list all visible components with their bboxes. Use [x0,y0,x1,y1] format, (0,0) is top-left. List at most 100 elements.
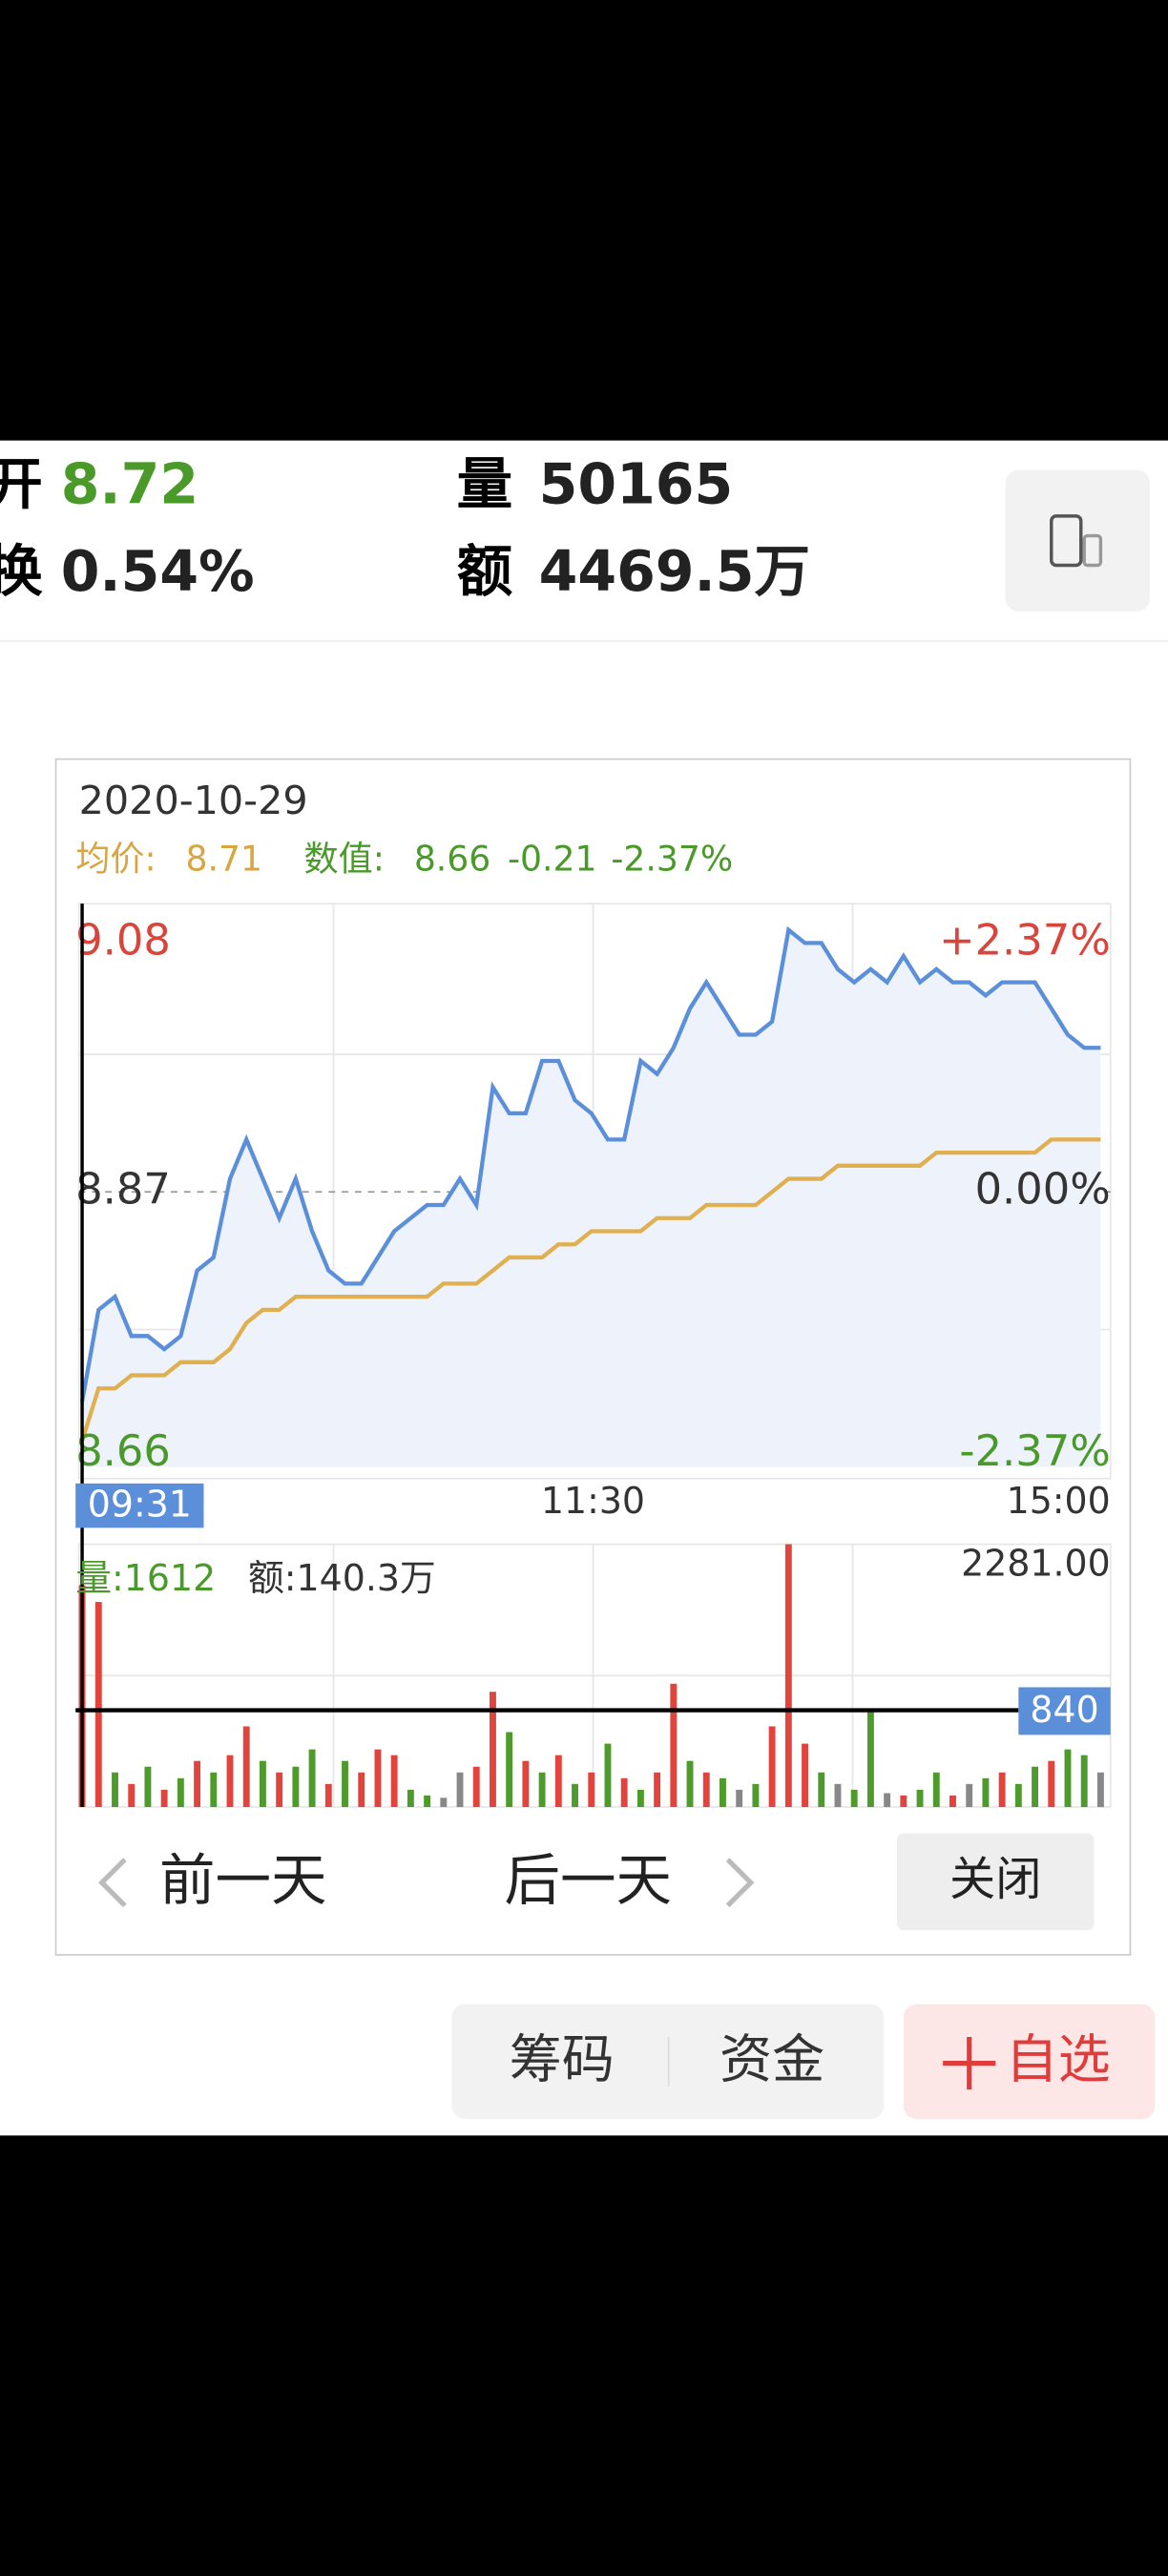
prev-day[interactable]: 前一天 [98,1848,327,1913]
rotate-button[interactable] [1005,469,1151,612]
volume-bar [390,1755,398,1807]
legend-label: 均价: [75,838,156,879]
time-label: 11:30 [541,1480,645,1522]
add-button[interactable]: 自选 [1006,2029,1111,2090]
legend: 均价: 8.71 数值: 8.66 -0.21 -2.37% [75,838,733,879]
volume-bar [998,1772,1006,1807]
volume-bar [440,1797,448,1807]
volume-bar [160,1789,168,1807]
legend-value: -0.21 [508,838,597,879]
volume-bar [490,1692,496,1807]
volume-bar [686,1760,694,1807]
volume-bar [324,1783,332,1807]
volume-bar [407,1789,414,1807]
volume-bar [572,1783,578,1807]
stat-value: 0.54% [61,539,255,604]
volume-bar [554,1755,562,1807]
marker-label: 840 [1030,1689,1098,1731]
volume-bar [424,1795,431,1807]
time-label: 09:31 [88,1483,192,1525]
volume-bar [144,1766,152,1807]
volume-bar [916,1789,924,1807]
volume-bar [128,1783,136,1807]
volume-bar [1064,1749,1072,1807]
volume-bar [522,1760,530,1807]
volume-bar [736,1789,743,1807]
volume-bar [818,1772,825,1807]
volume-bar [506,1732,513,1807]
volume-bar [720,1777,726,1807]
volume-bar [588,1772,595,1807]
volume-bar [834,1783,842,1807]
stat-label: 量 [457,452,513,517]
close[interactable]: 关闭 [896,1833,1095,1931]
volume-bar [802,1743,808,1807]
volume-bar [982,1777,990,1807]
volume-bar [636,1789,644,1807]
close-button[interactable]: 关闭 [949,1853,1041,1906]
average-line [80,1137,1101,1442]
volume-bar [884,1793,891,1807]
volume-bar [242,1726,250,1807]
volume-bar [308,1749,316,1807]
volume-bar [358,1772,365,1807]
close-bg[interactable] [896,1833,1095,1931]
y-tick-label: 8.66 [75,1425,171,1476]
chart-date: 2020-10-29 [79,778,308,823]
time-axis: 09:31 11:30 15:00 [88,1480,1111,1525]
volume-bar [752,1783,760,1807]
volume-bar [702,1772,710,1807]
tab[interactable]: 筹码 [510,2029,615,2090]
legend-value: -2.37% [611,838,733,879]
legend-value: 8.66 [414,838,490,879]
volume-bar [94,1602,102,1807]
tab[interactable]: 资金 [720,2029,824,2090]
y-tick-label-right: -2.37% [959,1425,1110,1476]
volume-bar [604,1743,612,1807]
volume-bar [112,1772,118,1807]
volume-bar [292,1766,300,1807]
volume-label: 量:1612 [75,1557,216,1599]
add-bg[interactable] [903,2004,1156,2120]
stat-label: 换 [0,539,43,604]
volume-bar [1014,1783,1022,1807]
volume-bar [538,1772,546,1807]
cursor-time-box [75,1483,204,1528]
marker-box [1018,1687,1111,1735]
volume-bar [226,1755,234,1807]
volume-bar [966,1783,973,1807]
volume-bar [850,1789,858,1807]
arrow-left [98,1858,127,1908]
volume-plot: 2281.00 840 [75,1542,1111,1807]
volume-bar [670,1683,678,1807]
volume-bar [949,1795,956,1807]
volume-bar [472,1766,480,1807]
stat-value: 4469.5万 [539,539,810,604]
volume-bar [177,1777,184,1807]
volume-max-label: 2281.00 [961,1542,1111,1584]
volume-bar [276,1772,283,1807]
price-line [79,925,1101,1402]
price-area [82,929,1101,1467]
stat-value: 50165 [539,452,734,517]
next-button[interactable]: 后一天 [505,1848,673,1913]
volume-bar [932,1772,940,1807]
volume-bar [342,1760,348,1807]
add-watchlist[interactable]: 自选 [903,2004,1156,2120]
next-day[interactable]: 后一天 [505,1848,755,1913]
prev-button[interactable]: 前一天 [159,1848,327,1913]
stats: 开 8.72 换 0.54% 量 50165 额 4469.5万 [0,452,810,604]
y-tick-label-right: +2.37% [939,914,1111,965]
volume-bar [620,1777,628,1807]
phone-icon [1050,514,1083,568]
volume-bar [1096,1772,1104,1807]
volume-bar [654,1772,661,1807]
plot: 9.08 8.87 8.66 +2.37% 0.00% -2.37% [75,914,1111,1476]
volume-bar [456,1772,464,1807]
legend-value: 8.71 [186,838,262,879]
volume-bar [900,1795,907,1807]
time-label: 15:00 [1007,1480,1111,1522]
button-bg[interactable] [1005,469,1151,612]
